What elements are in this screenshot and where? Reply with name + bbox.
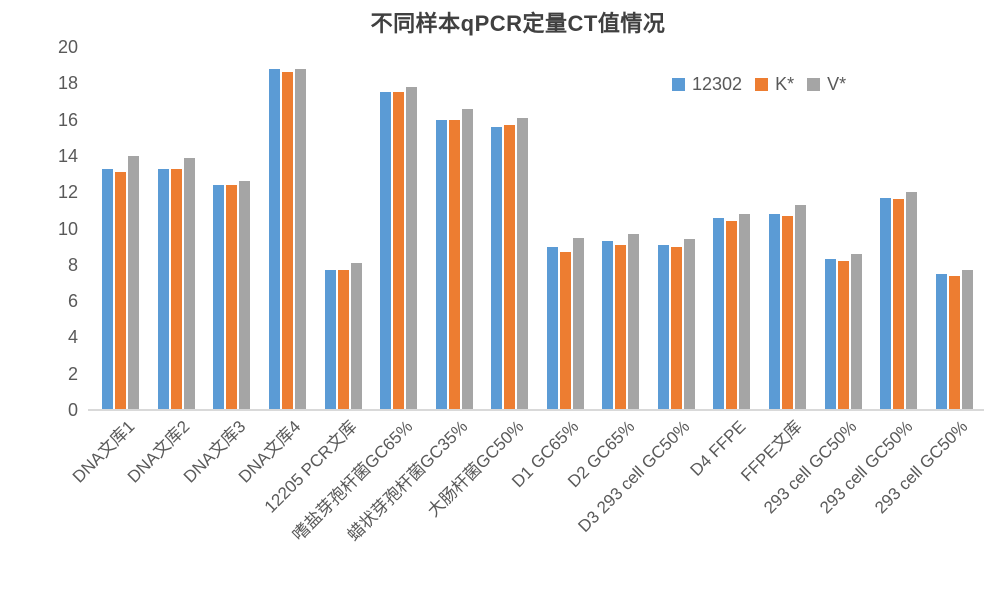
y-tick-label: 2 xyxy=(67,363,78,384)
y-tick-label: 14 xyxy=(57,145,78,166)
y-tick-label: 18 xyxy=(57,73,78,94)
y-tick-label: 10 xyxy=(57,218,78,239)
legend-item-12302: 12302 xyxy=(672,74,742,95)
bar-V*-cat3 xyxy=(239,181,251,410)
bar-V*-cat13 xyxy=(795,204,807,410)
bar-K*-cat11 xyxy=(670,246,682,410)
bar-K*-cat1 xyxy=(115,172,127,410)
bar-K*-cat2 xyxy=(170,168,182,410)
bar-V*-cat10 xyxy=(628,233,640,410)
y-tick-label: 16 xyxy=(57,109,78,130)
legend-label: K* xyxy=(775,74,795,94)
legend-swatch-gray-icon xyxy=(807,78,821,91)
bar-12302-cat9 xyxy=(546,246,558,410)
bar-12302-cat15 xyxy=(880,197,892,410)
legend: 12302 K* V* xyxy=(672,74,846,95)
bar-K*-cat16 xyxy=(948,275,960,410)
y-tick-label: 4 xyxy=(67,327,78,348)
bar-V*-cat14 xyxy=(850,253,862,410)
bar-V*-cat2 xyxy=(183,157,195,410)
bar-K*-cat4 xyxy=(281,72,293,410)
bar-12302-cat13 xyxy=(769,213,781,410)
bar-K*-cat9 xyxy=(559,252,571,410)
bar-12302-cat5 xyxy=(324,270,336,410)
bar-12302-cat12 xyxy=(713,217,725,410)
bar-K*-cat13 xyxy=(782,215,794,410)
bar-V*-cat1 xyxy=(128,155,140,410)
bar-12302-cat1 xyxy=(102,168,114,410)
bar-K*-cat14 xyxy=(837,261,849,410)
bar-12302-cat4 xyxy=(268,68,280,410)
y-tick-label: 6 xyxy=(67,291,78,312)
bar-V*-cat9 xyxy=(572,237,584,410)
bar-12302-cat16 xyxy=(935,273,947,410)
bar-V*-cat16 xyxy=(961,270,973,410)
y-tick-label: 8 xyxy=(67,254,78,275)
bar-V*-cat11 xyxy=(683,239,695,410)
bar-K*-cat7 xyxy=(448,119,460,410)
legend-item-k: K* xyxy=(755,74,794,95)
bar-V*-cat4 xyxy=(294,68,306,410)
legend-label: V* xyxy=(827,74,847,94)
bar-12302-cat3 xyxy=(213,184,225,410)
bar-12302-cat2 xyxy=(157,168,169,410)
y-tick-label: 0 xyxy=(67,400,78,420)
bar-V*-cat7 xyxy=(461,108,473,410)
bar-V*-cat5 xyxy=(350,263,362,410)
legend-swatch-blue-icon xyxy=(672,78,685,91)
bar-12302-cat6 xyxy=(380,92,392,410)
bar-K*-cat15 xyxy=(893,199,905,410)
legend-label: 12302 xyxy=(692,74,743,94)
bar-V*-cat15 xyxy=(906,192,918,410)
bar-K*-cat5 xyxy=(337,270,349,410)
plot-area xyxy=(93,47,982,410)
legend-item-v: V* xyxy=(807,74,846,95)
bar-12302-cat8 xyxy=(491,126,503,410)
bar-12302-cat11 xyxy=(657,244,669,410)
bar-K*-cat3 xyxy=(226,184,238,410)
legend-swatch-orange-icon xyxy=(755,78,769,91)
bar-K*-cat8 xyxy=(504,125,516,410)
bar-12302-cat7 xyxy=(435,119,447,410)
bar-V*-cat8 xyxy=(517,117,529,410)
x-axis-line xyxy=(88,409,984,411)
bar-K*-cat6 xyxy=(393,92,405,410)
bar-K*-cat10 xyxy=(615,244,627,410)
chart-title: 不同样本qPCR定量CT值情况 xyxy=(370,11,666,36)
y-tick-label: 12 xyxy=(57,182,78,203)
bar-V*-cat6 xyxy=(406,86,418,410)
y-tick-label: 20 xyxy=(57,37,78,57)
bar-12302-cat10 xyxy=(602,241,614,410)
bar-12302-cat14 xyxy=(824,259,836,410)
bar-V*-cat12 xyxy=(739,213,751,410)
bar-K*-cat12 xyxy=(726,221,738,410)
